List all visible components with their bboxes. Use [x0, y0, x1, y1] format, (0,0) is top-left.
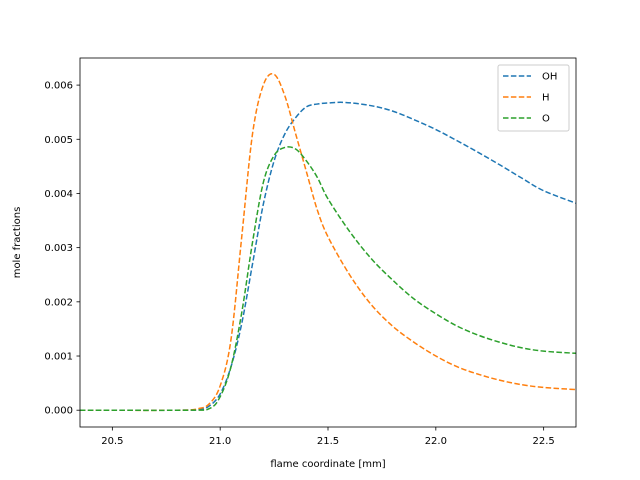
y-tick-label: 0.003	[44, 243, 73, 254]
series-line-h	[80, 73, 576, 412]
series-line-o	[80, 146, 576, 412]
y-tick-label: 0.006	[44, 81, 73, 92]
x-axis-label: flame coordinate [mm]	[270, 459, 385, 470]
x-axis: 20.5 21.0 21.5 22.0 22.5	[101, 427, 555, 447]
y-tick-label: 0.001	[44, 352, 73, 363]
y-axis: 0.000 0.001 0.002 0.003 0.004 0.005 0.006	[44, 81, 80, 417]
legend: OH HO	[497, 64, 570, 132]
legend-label-h: H	[542, 93, 550, 104]
y-axis-label: mole fractions	[12, 207, 23, 279]
y-tick-label: 0.000	[44, 406, 73, 417]
y-tick-label: 0.004	[44, 189, 73, 200]
y-tick-label: 0.002	[44, 297, 73, 308]
x-tick-label: 21.5	[317, 436, 339, 447]
x-tick-label: 21.0	[209, 436, 231, 447]
legend-label-o: O	[542, 114, 550, 125]
x-tick-label: 20.5	[101, 436, 123, 447]
x-tick-label: 22.0	[425, 436, 447, 447]
x-tick-label: 22.5	[533, 436, 555, 447]
y-tick-label: 0.005	[44, 135, 73, 146]
series-layer	[80, 73, 576, 412]
series-line-oh	[80, 101, 576, 411]
legend-label-oh: OH	[542, 72, 557, 83]
legend-box	[497, 64, 570, 132]
